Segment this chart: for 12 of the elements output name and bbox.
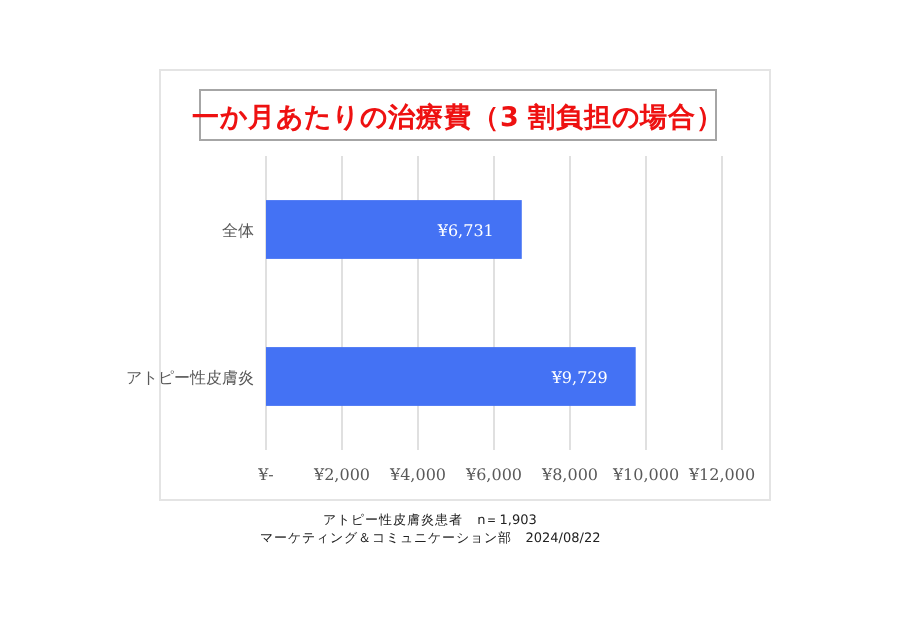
chart-title: 一か月あたりの治療費（3 割負担の場合） (191, 100, 725, 134)
x-tick-label: ¥8,000 (540, 466, 598, 484)
data-label: ¥9,729 (549, 368, 608, 387)
x-tick-label: ¥- (256, 466, 275, 484)
x-tick-label: ¥10,000 (610, 466, 680, 484)
x-tick-label: ¥4,000 (388, 466, 446, 484)
y-tick-label: アトピー性皮膚炎 (126, 368, 254, 387)
x-tick-label: ¥12,000 (686, 466, 756, 484)
y-tick-label: 全体 (222, 221, 254, 240)
x-tick-label: ¥2,000 (312, 466, 370, 484)
data-label: ¥6,731 (435, 221, 494, 240)
x-tick-label: ¥6,000 (464, 466, 522, 484)
